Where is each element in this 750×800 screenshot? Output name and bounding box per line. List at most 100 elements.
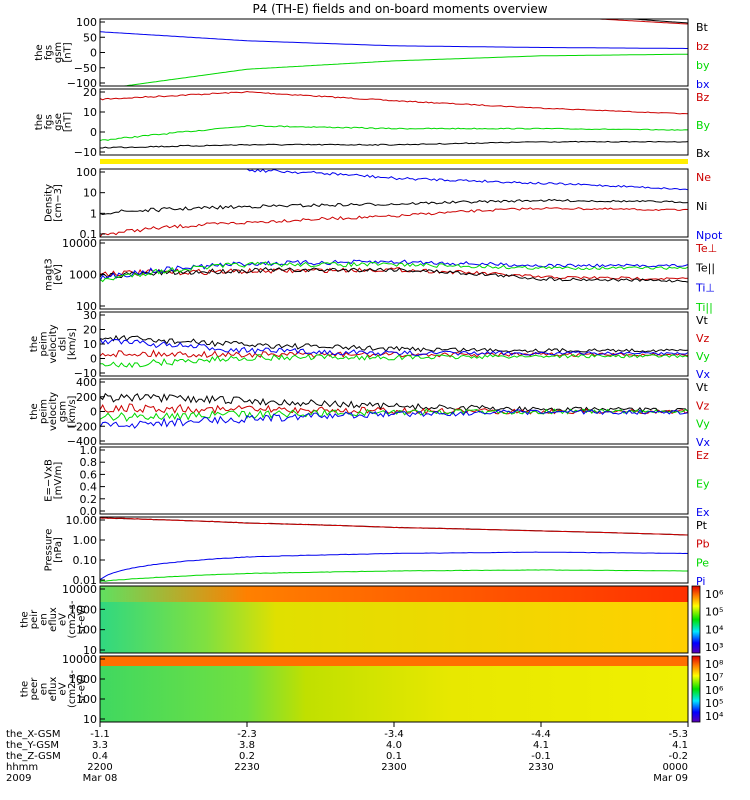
- ytick-label: 0.8: [80, 456, 98, 469]
- series-density-0: [99, 206, 689, 238]
- panel-density-content: [99, 168, 689, 238]
- ytick-label: 10000: [62, 653, 97, 666]
- xaxis-value: -0.1: [531, 751, 551, 762]
- xaxis-value: 2200: [87, 762, 112, 773]
- colorbar-tick: 10⁸: [705, 658, 724, 671]
- legend-pb: Pb: [696, 538, 710, 551]
- ylabel-line: eV: [58, 613, 69, 626]
- xaxis-value: Mar 08: [83, 773, 118, 784]
- ytick-label: 0.6: [80, 468, 98, 481]
- xaxis-value: 4.1: [672, 740, 688, 751]
- xaxis-value: -3.4: [384, 729, 404, 740]
- figure-title: P4 (TH-E) fields and on-board moments ov…: [252, 2, 547, 16]
- series-peim-velocity-0: [99, 334, 689, 353]
- electron-spectrogram-high-energy: [100, 656, 688, 666]
- panel-peir-spec-frame: [99, 585, 689, 654]
- ylabel-line: fgs: [43, 45, 54, 60]
- panel-temperature-content: [99, 259, 689, 283]
- ytick-label: 50: [83, 31, 97, 44]
- legend-bx: Bx: [696, 147, 711, 160]
- ytick-label: 400: [76, 376, 97, 389]
- series-peim-velocity-3: [99, 338, 689, 357]
- panel-density: 100 10 1 0.1 Density[cm−3] Ne Ni Npot: [43, 166, 723, 242]
- ytick-label: −200: [67, 420, 97, 433]
- ylabel-line: the: [34, 44, 45, 60]
- legend-bx: bx: [696, 78, 710, 91]
- ylabel-line: the: [20, 611, 31, 627]
- panel-efield: 1.00.80.60.40.20.0 E=−VxB[mV/m] Ez Ey Ex: [43, 444, 710, 519]
- xaxis-row-label: hhmm: [6, 762, 38, 773]
- ylabel-line: Pressure: [43, 529, 54, 572]
- legend-npot: Npot: [696, 229, 723, 242]
- series-pressure-3: [99, 551, 689, 581]
- ylabel-line: magt3: [43, 258, 54, 291]
- ylabel-line: peim: [39, 331, 50, 356]
- ylabel-line: fgs: [43, 114, 54, 129]
- xaxis-value: 2330: [528, 762, 553, 773]
- panel-peir-spec-content: [100, 586, 688, 653]
- xaxis-value: -2.3: [237, 729, 257, 740]
- ytick-label: 0: [90, 47, 97, 60]
- ylabel-line: velocity: [48, 324, 59, 363]
- legend-ni: Ni: [696, 200, 707, 213]
- xaxis-value: 3.3: [92, 740, 108, 751]
- colorbar-tick: 10⁵: [705, 697, 723, 710]
- ylabel-line: the: [34, 114, 45, 130]
- ytick-label: 0.2: [80, 493, 98, 506]
- xaxis-value: 0.1: [386, 751, 402, 762]
- ylabel-line: velocity: [48, 392, 59, 431]
- panel-peim-velocity-gsm-content: [99, 392, 689, 429]
- series-pressure-1: [99, 517, 688, 536]
- colorbar-tick: 10⁴: [705, 623, 724, 636]
- legend-vt: Vt: [696, 381, 709, 394]
- series-temperature-1: [99, 267, 689, 283]
- ylabel-line: [nT]: [62, 112, 73, 132]
- xaxis-row-label: 2009: [6, 773, 31, 784]
- xaxis-value: 0.4: [92, 751, 108, 762]
- xaxis-value: Mar 09: [653, 773, 688, 784]
- ytick-label: 0: [90, 406, 97, 419]
- legend-pt: Pt: [696, 519, 708, 532]
- series-density-2: [246, 168, 689, 191]
- legend-te: Te||: [695, 262, 715, 275]
- ytick-label: 0.4: [80, 481, 98, 494]
- ylabel-line: en: [39, 613, 50, 626]
- series-fgs-gsm-2: [100, 53, 688, 87]
- colorbar: [691, 655, 701, 723]
- ytick-label: 1000: [69, 673, 97, 686]
- xaxis-value: 3.8: [239, 740, 255, 751]
- legend-vt: Vt: [696, 314, 709, 327]
- xaxis-value: -1.1: [90, 729, 110, 740]
- legend-vx: Vx: [696, 436, 711, 449]
- ytick-label: 0: [90, 353, 97, 366]
- ytick-label: 100: [76, 693, 97, 706]
- ylabel-line: gse: [53, 113, 64, 131]
- ylabel-line: the: [29, 336, 40, 352]
- panel-peer-spec-content: [100, 656, 688, 722]
- ytick-label: 0.1: [80, 228, 98, 241]
- series-density-1: [99, 198, 689, 216]
- ylabel-line: [nPa]: [53, 537, 64, 563]
- colorbar-tick: 10⁶: [705, 684, 724, 697]
- xaxis-value: 0000: [663, 762, 688, 773]
- panel-density-frame: [99, 168, 689, 238]
- panel-fgs-gsm-frame: [99, 18, 689, 87]
- ylabel-line: sr-eV): [77, 674, 88, 703]
- ytick-label: 100: [76, 624, 97, 637]
- ytick-label: 0.0: [80, 505, 98, 518]
- panel-pressure: 10.00 1.00 0.10 0.01 Pressure[nPa] Pt Pb Pe Pi: [43, 514, 709, 588]
- ytick-label: 0.10: [73, 554, 98, 567]
- ytick-label: 1000: [69, 603, 97, 616]
- legend-pi: Pi: [696, 575, 705, 588]
- xaxis-value: -0.2: [668, 751, 688, 762]
- panel-peim-velocity-frame: [99, 311, 689, 377]
- ytick-label: 0: [90, 126, 97, 139]
- ylabel-line: [km/s]: [67, 328, 78, 360]
- ytick-label: 10: [83, 338, 97, 351]
- ylabel-line: sr-eV): [77, 605, 88, 634]
- ytick-label: 200: [76, 391, 97, 404]
- legend-ez: Ez: [696, 449, 709, 462]
- legend-by: by: [696, 59, 710, 72]
